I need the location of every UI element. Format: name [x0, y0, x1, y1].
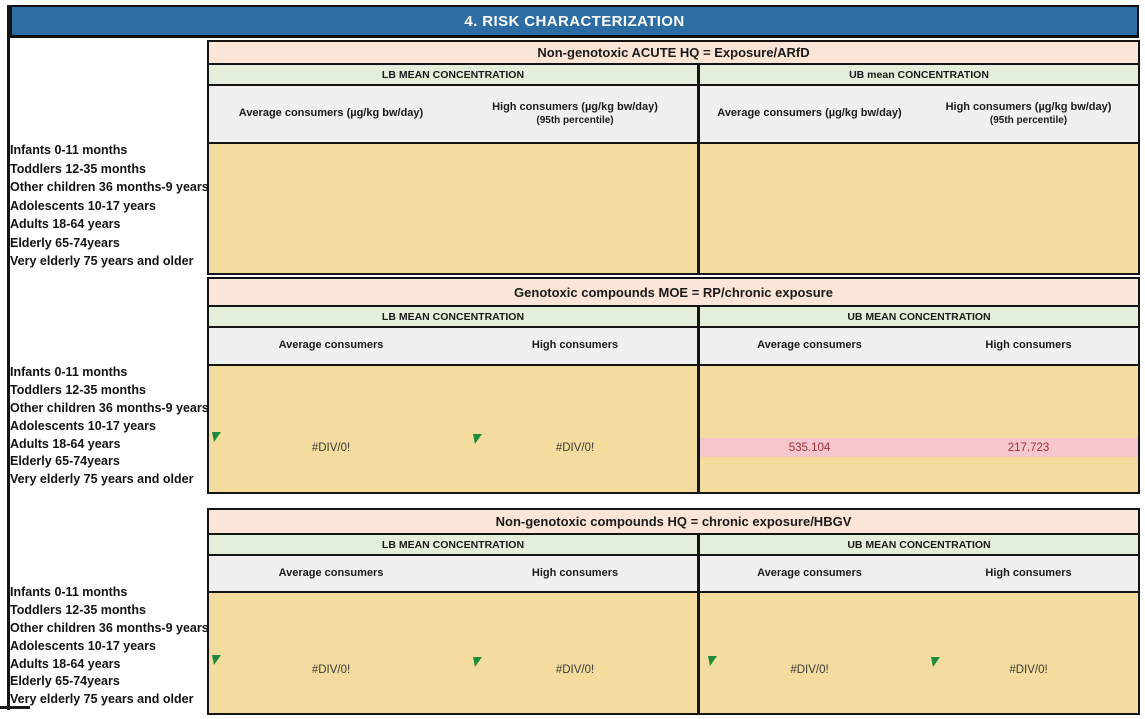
section-title-genotoxic: Genotoxic compounds MOE = RP/chronic exp…: [209, 279, 1138, 307]
lb-concentration-header: LB MEAN CONCENTRATION: [209, 535, 700, 554]
lb-ub-divider: [697, 144, 700, 273]
cell-lb-average-adults[interactable]: #DIV/0!: [311, 441, 351, 454]
lb-concentration-header: LB MEAN CONCENTRATION: [209, 307, 700, 326]
column-header-ub-average: Average consumers: [757, 339, 862, 352]
lb-concentration-header: LB MEAN CONCENTRATION: [209, 65, 700, 84]
page-title: 4. RISK CHARACTERIZATION: [10, 5, 1139, 38]
left-border-line: [7, 5, 10, 710]
table-genotoxic-moe: Genotoxic compounds MOE = RP/chronic exp…: [207, 277, 1140, 494]
error-indicator-icon: [931, 657, 940, 667]
row-label-infants: Infants 0-11 months: [10, 143, 128, 157]
cell-lb-average-adults[interactable]: #DIV/0!: [311, 664, 351, 676]
row-label-elderly: Elderly 65-74years: [10, 235, 120, 250]
cell-ub-high-adults[interactable]: 217.723: [1007, 441, 1050, 454]
cell-lb-high-adults[interactable]: #DIV/0!: [555, 664, 595, 676]
row-label-very-elderly: Very elderly 75 years and older: [10, 472, 194, 487]
row-label-infants: Infants 0-11 months: [10, 365, 128, 379]
column-header-ub-high: High consumers: [985, 339, 1072, 352]
error-indicator-icon: [473, 434, 482, 444]
bottom-left-gridline: [0, 706, 30, 709]
row-label-adults: Adults 18-64 years: [10, 656, 121, 671]
error-indicator-icon: [708, 656, 717, 666]
ub-concentration-header: UB MEAN CONCENTRATION: [847, 310, 991, 323]
cell-ub-average-adults[interactable]: 535.104: [788, 441, 831, 454]
row-label-adolescents: Adolescents 10-17 years: [10, 638, 156, 653]
row-label-adolescents: Adolescents 10-17 years: [10, 418, 156, 433]
row-label-adults: Adults 18-64 years: [10, 436, 121, 451]
age-group-labels-genotoxic: Infants 0-11 months Toddlers 12-35 month…: [10, 364, 209, 489]
column-header-lb-high: High consumers (µg/kg bw/day) (95th perc…: [453, 86, 700, 142]
row-label-other-children: Other children 36 months-9 years: [10, 400, 209, 415]
row-label-other-children: Other children 36 months-9 years: [10, 620, 209, 635]
error-indicator-icon: [473, 657, 482, 667]
column-header-lb-average: Average consumers: [278, 566, 384, 579]
lb-ub-divider: [697, 593, 700, 713]
column-header-lb-high: High consumers: [453, 328, 700, 364]
column-header-lb-average: Average consumers: [278, 339, 384, 352]
row-label-very-elderly: Very elderly 75 years and older: [10, 692, 194, 707]
column-header-lb-high: High consumers: [453, 556, 700, 591]
lb-ub-divider: [697, 366, 700, 492]
table-acute-hq: Non-genotoxic ACUTE HQ = Exposure/ARfD L…: [207, 40, 1140, 275]
highlight-row-adults: 535.104 217.723: [700, 438, 1138, 457]
error-indicator-icon: [212, 432, 221, 442]
row-label-elderly: Elderly 65-74years: [10, 454, 120, 469]
row-label-toddlers: Toddlers 12-35 months: [10, 161, 146, 176]
percentile-note: (95th percentile): [989, 114, 1068, 126]
row-label-toddlers: Toddlers 12-35 months: [10, 382, 146, 397]
column-header-ub-average: Average consumers (µg/kg bw/day): [717, 107, 902, 120]
data-grid-acute[interactable]: [209, 144, 1138, 273]
age-group-labels-chronic: Infants 0-11 months Toddlers 12-35 month…: [10, 584, 209, 709]
column-header-ub-high: High consumers (µg/kg bw/day) (95th perc…: [945, 100, 1112, 126]
cell-ub-high-adults[interactable]: #DIV/0!: [1009, 664, 1048, 676]
row-label-infants: Infants 0-11 months: [10, 585, 128, 599]
section-title-acute: Non-genotoxic ACUTE HQ = Exposure/ARfD: [209, 42, 1138, 65]
row-label-elderly: Elderly 65-74years: [10, 674, 120, 689]
row-label-other-children: Other children 36 months-9 years: [10, 180, 209, 194]
error-indicator-icon: [212, 655, 221, 665]
row-label-very-elderly: Very elderly 75 years and older: [10, 254, 194, 268]
column-header-ub-high: High consumers: [985, 566, 1072, 579]
data-grid-chronic[interactable]: #DIV/0! #DIV/0! #DIV/0! #DIV/0!: [209, 593, 1138, 713]
cell-lb-high-adults[interactable]: #DIV/0!: [555, 441, 595, 454]
row-label-adolescents: Adolescents 10-17 years: [10, 198, 156, 213]
age-group-labels-acute: Infants 0-11 months Toddlers 12-35 month…: [10, 141, 209, 271]
ub-concentration-header: UB mean CONCENTRATION: [849, 68, 989, 81]
percentile-note: (95th percentile): [536, 114, 614, 126]
cell-ub-average-adults[interactable]: #DIV/0!: [790, 664, 829, 676]
row-label-toddlers: Toddlers 12-35 months: [10, 602, 146, 617]
ub-concentration-header: UB MEAN CONCENTRATION: [847, 538, 991, 551]
data-grid-genotoxic[interactable]: #DIV/0! #DIV/0! 535.104 217.723: [209, 366, 1138, 492]
table-chronic-hq: Non-genotoxic compounds HQ = chronic exp…: [207, 508, 1140, 715]
column-header-lb-average: Average consumers (µg/kg bw/day): [238, 107, 424, 120]
column-header-ub-average: Average consumers: [757, 566, 862, 579]
row-label-adults: Adults 18-64 years: [10, 217, 121, 231]
section-title-chronic: Non-genotoxic compounds HQ = chronic exp…: [209, 510, 1138, 535]
